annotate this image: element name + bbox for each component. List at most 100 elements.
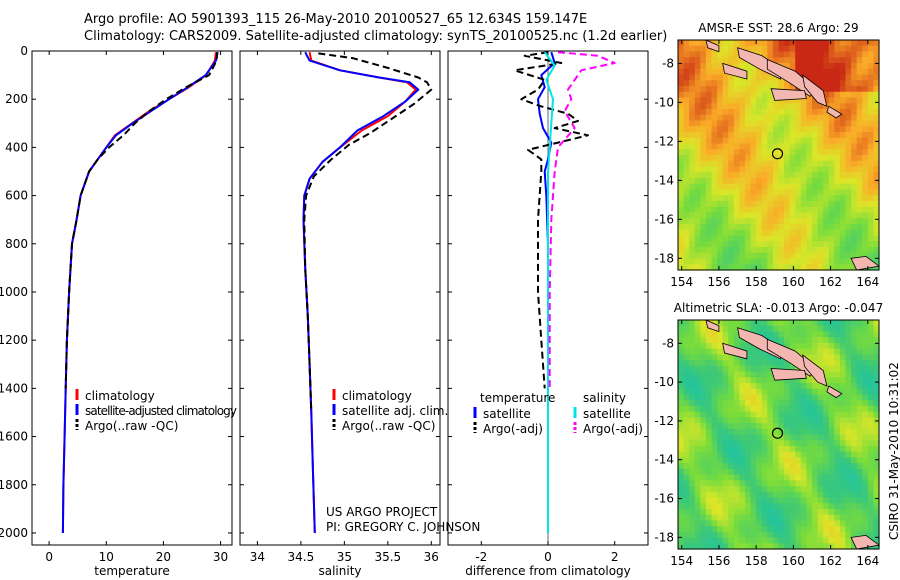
map-sla-cell <box>761 514 768 521</box>
map-sla-cell <box>812 537 819 544</box>
map-sst-cell <box>828 229 835 237</box>
map-sst-cell <box>705 137 713 145</box>
map-sla-cell <box>800 394 808 401</box>
map-sst-cell <box>756 155 763 162</box>
map-sla-cell <box>711 520 718 527</box>
map-sla-cell <box>789 543 796 550</box>
map-sst-cell <box>694 132 701 139</box>
map-sla-cell <box>800 400 808 407</box>
map-sst-cell <box>873 126 880 133</box>
map-sst-cell <box>767 126 774 133</box>
map-sst-cell <box>678 109 685 116</box>
map-sla-cell <box>711 434 718 441</box>
map-sst-cell <box>689 74 696 81</box>
map-sla-cell <box>823 348 830 355</box>
map-sst-cell <box>873 160 880 168</box>
map-sla-cell <box>694 474 701 481</box>
map-sla-cell <box>834 342 841 350</box>
map-sst-cell <box>711 195 718 202</box>
map-sla-cell <box>778 468 785 476</box>
map-sla-cell <box>733 423 741 430</box>
map-sla-cell <box>767 423 774 430</box>
map-sst-cell <box>705 132 713 139</box>
map-sst-cell <box>717 218 724 225</box>
map-sla-cell <box>873 360 880 367</box>
map-sst-cell <box>733 63 741 70</box>
map-sst-cell <box>800 143 808 150</box>
map-sst-cell <box>851 160 858 168</box>
map-sla-cell <box>689 440 696 447</box>
map-sst-cell <box>689 143 696 150</box>
map-sst-cell <box>761 109 768 116</box>
map-sla-cell <box>873 320 880 327</box>
map-sla-cell <box>823 514 830 521</box>
map-sst-cell <box>689 160 696 168</box>
map-sla-x-tick-label: 154 <box>670 554 693 568</box>
map-sst-cell <box>834 224 841 231</box>
map-sla-cell <box>812 474 819 481</box>
map-sst-cell <box>705 91 713 99</box>
map-sla-cell <box>711 468 718 476</box>
map-sla-cell <box>873 474 880 481</box>
map-sla-cell <box>812 377 819 384</box>
map-sla-cell <box>711 348 718 355</box>
map-sla-cell <box>839 434 847 441</box>
map-sla-cell <box>806 508 813 516</box>
map-sst-cell <box>767 258 774 265</box>
map-sla-cell <box>834 394 841 401</box>
map-sla-cell <box>733 342 741 350</box>
map-sst-cell <box>862 51 869 58</box>
map-sla-cell <box>800 337 808 344</box>
panel2-series-line-2 <box>303 52 433 413</box>
map-sla-cell <box>728 508 735 516</box>
map-sst-cell <box>806 235 813 242</box>
map-sst-cell <box>795 166 802 173</box>
map-sla-cell <box>745 543 752 550</box>
map-sst-cell <box>717 155 724 162</box>
map-sla-cell <box>867 331 875 338</box>
map-sla-cell <box>733 497 741 504</box>
map-sst-cell <box>678 74 685 81</box>
map-sla-cell <box>856 377 863 384</box>
map-sla-cell <box>812 531 819 539</box>
map-sst-cell <box>806 195 813 202</box>
map-sst-cell <box>705 224 713 231</box>
map-sst-cell <box>839 247 847 254</box>
map-sla-cell <box>689 382 696 390</box>
map-sla-cell <box>739 526 746 533</box>
map-sla-cell <box>745 411 752 418</box>
map-sla-cell <box>756 417 763 424</box>
map-sst-cell <box>789 109 796 116</box>
map-sla-cell <box>745 360 752 367</box>
map-sst-cell <box>733 45 741 53</box>
map-sst-cell <box>812 68 819 76</box>
map-sst-cell <box>812 195 819 202</box>
map-sst-cell <box>745 40 752 47</box>
map-sla-cell <box>867 468 875 476</box>
map-sst-cell <box>772 114 780 122</box>
map-sla-cell <box>689 531 696 539</box>
map-sst-cell <box>683 166 690 173</box>
map-sla-cell <box>845 486 852 493</box>
map-sst-cell <box>694 206 701 214</box>
map-sla-cell <box>678 394 685 401</box>
map-sla-cell <box>750 354 757 361</box>
map-sst-cell <box>845 109 852 116</box>
map-sst-cell <box>739 97 746 104</box>
map-sst-cell <box>823 166 830 173</box>
map-sst-cell <box>834 86 841 93</box>
map-sst-cell <box>873 143 880 150</box>
map-sst-cell <box>812 172 819 179</box>
map-sla-cell <box>817 514 824 521</box>
map-sla-cell <box>745 428 752 436</box>
map-sla-cell <box>784 377 791 384</box>
map-sla-cell <box>784 337 791 344</box>
map-sst-cell <box>711 189 718 196</box>
map-sst-cell <box>761 212 768 219</box>
map-sst-cell <box>705 218 713 225</box>
map-sla-cell <box>839 474 847 481</box>
y-tick-label: 1000 <box>0 285 28 299</box>
map-sla-cell <box>745 394 752 401</box>
map-sst-cell <box>812 63 819 70</box>
map-sla-cell <box>700 491 707 499</box>
